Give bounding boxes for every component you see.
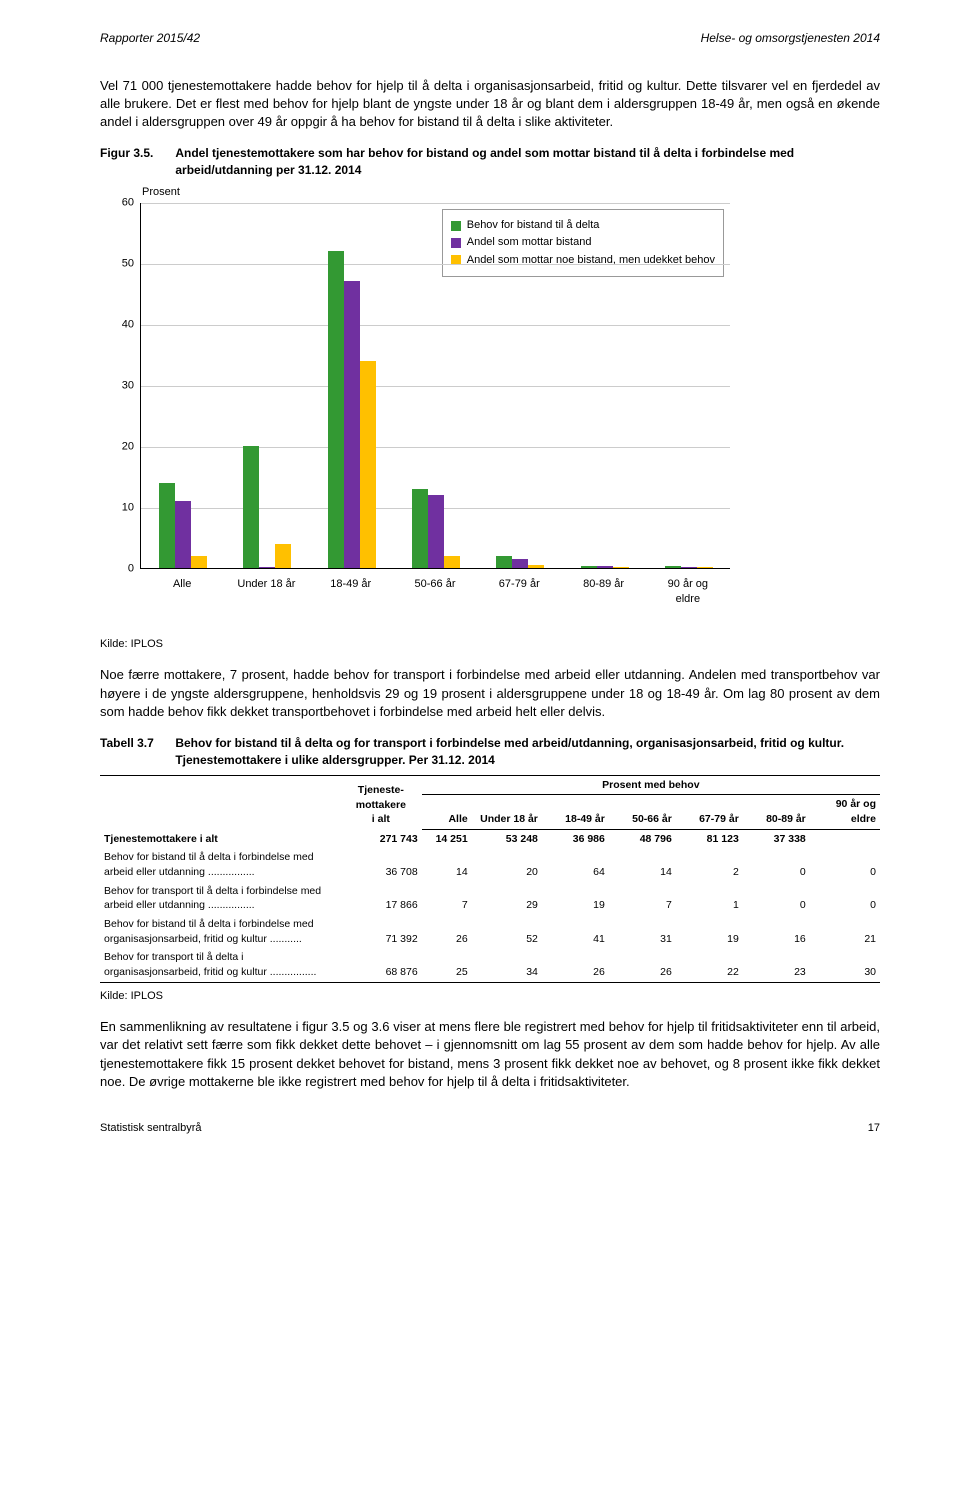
bar: [243, 446, 259, 568]
paragraph-3: En sammenlikning av resultatene i figur …: [100, 1018, 880, 1091]
y-tick-label: 0: [128, 561, 134, 576]
legend-item: Andel som mottar noe bistand, men udekke…: [451, 253, 715, 268]
bar: [344, 281, 360, 568]
bar: [175, 501, 191, 568]
y-tick-label: 30: [122, 378, 134, 393]
bar: [275, 544, 291, 568]
bar: [613, 567, 629, 568]
legend-item: Behov for bistand til å delta: [451, 218, 715, 233]
x-tick-label: Alle: [173, 577, 191, 592]
bar: [360, 361, 376, 568]
page-footer: Statistisk sentralbyrå 17: [100, 1121, 880, 1136]
bar: [259, 567, 275, 568]
table-row: Behov for transport til å delta i forbin…: [100, 882, 880, 915]
legend-item: Andel som mottar bistand: [451, 235, 715, 250]
bar: [528, 565, 544, 568]
bar: [581, 566, 597, 568]
page-header: Rapporter 2015/42 Helse- og omsorgstjene…: [100, 30, 880, 47]
legend-label: Andel som mottar bistand: [467, 235, 592, 250]
y-tick-label: 10: [122, 500, 134, 515]
figure-source: Kilde: IPLOS: [100, 637, 880, 652]
paragraph-1: Vel 71 000 tjenestemottakere hadde behov…: [100, 77, 880, 132]
bar: [328, 251, 344, 568]
bar: [697, 567, 713, 568]
y-tick-label: 20: [122, 439, 134, 454]
bar: [428, 495, 444, 568]
table-label: Tabell 3.7: [100, 735, 172, 752]
header-right: Helse- og omsorgstjenesten 2014: [701, 30, 880, 47]
table-source: Kilde: IPLOS: [100, 989, 880, 1004]
legend-label: Andel som mottar noe bistand, men udekke…: [467, 253, 715, 268]
table-caption: Tabell 3.7 Behov for bistand til å delta…: [100, 735, 880, 769]
y-axis: 0102030405060: [100, 189, 140, 569]
table-row: Tjenestemottakere i alt271 74314 25153 2…: [100, 829, 880, 848]
bar: [159, 483, 175, 568]
table-row: Behov for transport til å delta i organi…: [100, 948, 880, 982]
table-caption-text: Behov for bistand til å delta og for tra…: [175, 735, 875, 769]
bar: [681, 567, 697, 568]
bar: [512, 559, 528, 568]
x-tick-label: 67-79 år: [499, 577, 540, 592]
x-axis: Alle Under 18 år 18-49 år 50-66 år 67-79 år 8…: [140, 573, 730, 603]
footer-left: Statistisk sentralbyrå: [100, 1121, 201, 1136]
table-row: Behov for bistand til å delta i forbinde…: [100, 915, 880, 948]
bar: [496, 556, 512, 568]
bar-chart: Prosent 0102030405060 Behov for bistand …: [100, 189, 740, 629]
bar: [665, 566, 681, 568]
footer-page-number: 17: [868, 1121, 880, 1136]
data-table: Tjeneste- mottakere i altProsent med beh…: [100, 775, 880, 983]
x-tick-label: 18-49 år: [330, 577, 371, 592]
figure-caption-text: Andel tjenestemottakere som har behov fo…: [175, 145, 875, 179]
paragraph-2: Noe færre mottakere, 7 prosent, hadde be…: [100, 666, 880, 721]
y-tick-label: 50: [122, 256, 134, 271]
table-row: Behov for bistand til å delta i forbinde…: [100, 848, 880, 881]
bar: [597, 566, 613, 568]
x-tick-label: 90 år og eldre: [658, 577, 718, 608]
bar: [444, 556, 460, 568]
figure-caption: Figur 3.5. Andel tjenestemottakere som h…: [100, 145, 880, 179]
legend-label: Behov for bistand til å delta: [467, 218, 600, 233]
bar: [191, 556, 207, 568]
y-axis-title: Prosent: [142, 185, 180, 200]
legend-swatch: [451, 221, 461, 231]
x-tick-label: Under 18 år: [237, 577, 295, 592]
chart-legend: Behov for bistand til å delta Andel som m…: [442, 209, 724, 277]
plot-area: Behov for bistand til å delta Andel som m…: [140, 203, 730, 569]
y-tick-label: 60: [122, 195, 134, 210]
header-left: Rapporter 2015/42: [100, 30, 200, 47]
x-tick-label: 50-66 år: [415, 577, 456, 592]
y-tick-label: 40: [122, 317, 134, 332]
legend-swatch: [451, 238, 461, 248]
x-tick-label: 80-89 år: [583, 577, 624, 592]
bar: [412, 489, 428, 568]
figure-label: Figur 3.5.: [100, 145, 172, 162]
